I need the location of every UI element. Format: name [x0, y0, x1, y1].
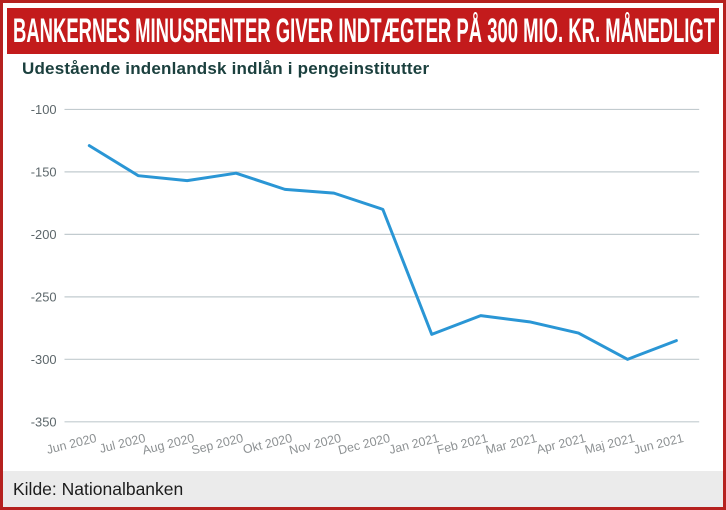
y-tick-label: -300 [31, 352, 57, 367]
x-tick-label: Apr 2021 [535, 431, 587, 457]
chart-svg: -100 -150 -200 -250 -300 -350 Jun 2020 Jul 2020… [31, 102, 700, 457]
y-tick-label: -350 [31, 414, 57, 429]
chart-title: Udestående indenlandsk indlån i pengeins… [22, 59, 430, 78]
source-bar: Kilde: Nationalbanken [3, 471, 723, 507]
x-tick-label: Jan 2021 [388, 431, 441, 457]
x-tick-label: Aug 2020 [141, 431, 196, 457]
x-tick-label: Okt 2020 [242, 431, 294, 457]
source-label: Kilde: Nationalbanken [13, 478, 184, 499]
headline-text: BANKERNES MINUSRENTER GIVER INDTÆGTER PÅ… [13, 12, 716, 50]
x-tick-label: Mar 2021 [484, 431, 538, 457]
data-line [87, 144, 678, 361]
x-tick-label: Maj 2021 [583, 431, 636, 457]
headline-banner: BANKERNES MINUSRENTER GIVER INDTÆGTER PÅ… [7, 8, 719, 54]
y-tick-label: -200 [31, 227, 57, 242]
y-tick-label: -150 [31, 164, 57, 179]
y-tick-label: -100 [31, 102, 57, 117]
x-tick-label: Jul 2020 [98, 431, 147, 456]
x-tick-label: Jun 2020 [45, 431, 98, 457]
y-tick-label: -250 [31, 289, 57, 304]
x-tick-label: Sep 2020 [190, 431, 245, 457]
x-tick-label: Feb 2021 [435, 431, 489, 457]
x-tick-label: Dec 2020 [337, 431, 392, 457]
x-tick-label: Nov 2020 [288, 431, 343, 457]
x-tick-label: Jun 2021 [632, 431, 685, 457]
